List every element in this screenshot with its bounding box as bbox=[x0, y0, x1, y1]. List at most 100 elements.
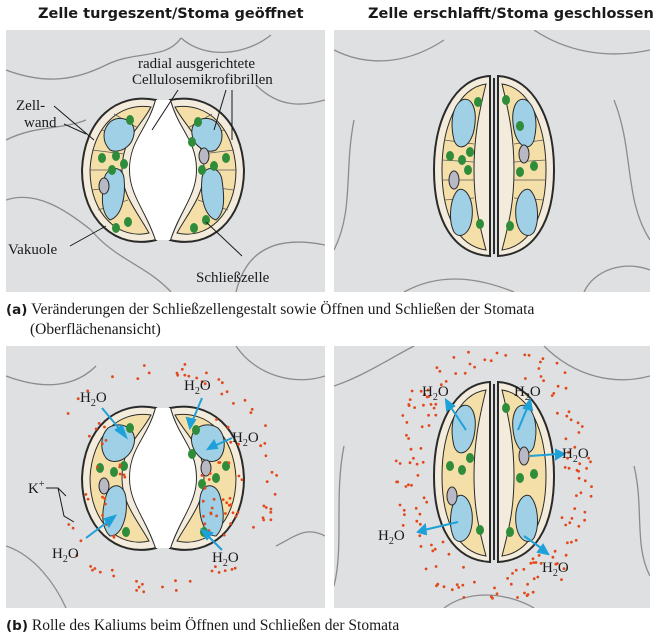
potassium-ion-dot bbox=[225, 501, 229, 505]
potassium-ion-dot bbox=[174, 589, 178, 592]
potassium-ion-dot bbox=[207, 478, 211, 481]
potassium-ion-dot bbox=[218, 461, 222, 464]
caption-a: (a) Veränderungen der Schließzellengesta… bbox=[6, 300, 534, 339]
potassium-ion-dot bbox=[429, 403, 433, 406]
potassium-ion-dot bbox=[418, 512, 422, 516]
potassium-ion-dot bbox=[262, 504, 266, 508]
potassium-ion-dot bbox=[407, 437, 410, 440]
potassium-ion-dot bbox=[536, 575, 540, 579]
potassium-ion-dot bbox=[555, 361, 559, 365]
potassium-ion-dot bbox=[228, 496, 232, 500]
potassium-ion-dot bbox=[457, 586, 461, 589]
potassium-ion-dot bbox=[93, 567, 97, 570]
potassium-ion-dot bbox=[415, 519, 419, 523]
potassium-ion-dot bbox=[97, 422, 101, 425]
potassium-ion-dot bbox=[243, 398, 247, 402]
potassium-ion-dot bbox=[421, 460, 425, 464]
potassium-ion-dot bbox=[539, 360, 542, 364]
potassium-ion-dot bbox=[103, 497, 107, 501]
potassium-ion-dot bbox=[395, 480, 398, 484]
potassium-ion-dot bbox=[230, 568, 234, 571]
potassium-ion-dot bbox=[551, 555, 555, 559]
potassium-ion-dot bbox=[409, 447, 413, 451]
potassium-ion-dot bbox=[539, 562, 543, 565]
potassium-ion-dot bbox=[136, 377, 140, 380]
potassium-ion-dot bbox=[583, 479, 587, 483]
potassium-ion-dot bbox=[493, 586, 496, 590]
potassium-ion-dot bbox=[564, 437, 568, 441]
potassium-ion-dot bbox=[537, 554, 541, 557]
potassium-ion-dot bbox=[491, 596, 494, 600]
potassium-ion-dot bbox=[425, 500, 429, 504]
potassium-uptake-diagram: H2O H2O H2O H2O H2O K+ bbox=[6, 346, 325, 608]
potassium-ion-dot bbox=[424, 567, 428, 571]
potassium-ion-dot bbox=[444, 380, 448, 383]
potassium-ion-dot bbox=[195, 376, 199, 380]
potassium-ion-dot bbox=[174, 579, 177, 583]
potassium-ion-dot bbox=[263, 442, 267, 445]
potassium-ion-dot bbox=[66, 412, 70, 415]
potassium-ion-dot bbox=[94, 427, 98, 431]
potassium-ion-dot bbox=[269, 510, 273, 514]
potassium-ion-dot bbox=[233, 566, 237, 570]
potassium-ion-dot bbox=[422, 403, 425, 407]
potassium-ion-dot bbox=[434, 402, 438, 406]
potassium-ion-dot bbox=[234, 515, 238, 518]
potassium-ion-dot bbox=[495, 351, 499, 355]
potassium-ion-dot bbox=[123, 475, 127, 479]
potassium-ion-dot bbox=[175, 371, 179, 375]
potassium-ion-dot bbox=[426, 388, 430, 392]
potassium-ion-dot bbox=[589, 494, 593, 498]
potassium-ion-dot bbox=[118, 465, 121, 469]
potassium-ion-dot bbox=[531, 590, 535, 594]
potassium-release-diagram: H2O H2O H2O H2O H2O bbox=[334, 346, 650, 608]
potassium-ion-dot bbox=[200, 474, 204, 477]
potassium-ion-dot bbox=[187, 374, 191, 378]
potassium-ion-dot bbox=[556, 384, 560, 388]
potassium-ion-dot bbox=[514, 568, 518, 572]
potassium-ion-dot bbox=[473, 365, 476, 369]
potassium-ion-dot bbox=[583, 510, 587, 514]
potassium-ion-dot bbox=[527, 353, 531, 357]
potassium-ion-dot bbox=[590, 485, 593, 488]
potassium-ion-dot bbox=[435, 584, 438, 588]
potassium-ion-dot bbox=[176, 373, 180, 377]
potassium-ion-dot bbox=[407, 403, 411, 406]
potassium-ion-dot bbox=[203, 486, 207, 490]
potassium-ion-dot bbox=[587, 456, 590, 460]
water-label-8: H2O bbox=[562, 446, 589, 465]
label-zellwand-line2: wand bbox=[24, 115, 57, 131]
stoma-pore bbox=[130, 100, 196, 240]
potassium-ion-dot bbox=[221, 498, 225, 501]
open-stoma-b bbox=[80, 405, 246, 551]
potassium-ion-dot bbox=[577, 431, 581, 434]
potassium-ion-dot bbox=[405, 433, 408, 437]
potassium-ion-dot bbox=[135, 579, 138, 583]
potassium-ion-dot bbox=[578, 462, 582, 466]
potassium-ion-dot bbox=[84, 493, 88, 496]
potassium-ion-dot bbox=[227, 503, 231, 507]
potassium-ion-dot bbox=[250, 407, 254, 411]
potassium-ion-dot bbox=[483, 358, 487, 362]
potassium-ion-dot bbox=[261, 516, 265, 520]
potassium-ion-dot bbox=[88, 434, 91, 438]
closed-stoma bbox=[432, 74, 556, 258]
potassium-ion-dot bbox=[265, 480, 269, 483]
potassium-ion-dot bbox=[101, 514, 104, 517]
potassium-label: K+ bbox=[28, 479, 45, 497]
potassium-ion-dot bbox=[534, 561, 538, 564]
panel-potassium-uptake: H2O H2O H2O H2O H2O K+ bbox=[6, 346, 325, 608]
potassium-ion-dot bbox=[212, 497, 216, 501]
label-schliesszelle: Schließzelle bbox=[196, 270, 270, 286]
potassium-ion-dot bbox=[455, 583, 459, 587]
potassium-ion-dot bbox=[91, 568, 94, 572]
potassium-ion-dot bbox=[180, 367, 184, 371]
potassium-ion-dot bbox=[567, 410, 571, 414]
potassium-ion-dot bbox=[232, 402, 235, 405]
potassium-ion-dot bbox=[556, 411, 559, 415]
potassium-ion-dot bbox=[200, 380, 204, 383]
potassium-ion-dot bbox=[537, 367, 541, 370]
potassium-ion-dot bbox=[71, 526, 75, 530]
potassium-ion-dot bbox=[447, 552, 451, 556]
potassium-ion-dot bbox=[431, 549, 435, 553]
